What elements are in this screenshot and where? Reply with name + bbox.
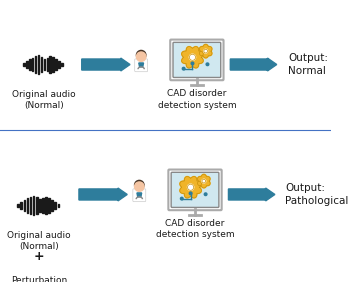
Bar — [41, 57, 42, 72]
FancyArrow shape — [230, 58, 277, 71]
Text: CAD disorder
detection system: CAD disorder detection system — [158, 89, 236, 109]
Polygon shape — [137, 193, 142, 197]
Circle shape — [182, 67, 185, 70]
Polygon shape — [180, 177, 201, 198]
Bar — [61, 63, 63, 66]
Circle shape — [135, 182, 144, 191]
FancyArrow shape — [82, 58, 130, 71]
FancyArrow shape — [79, 188, 127, 201]
Bar — [23, 200, 25, 211]
Bar — [58, 61, 60, 68]
Bar — [55, 59, 57, 70]
Circle shape — [189, 54, 195, 60]
Polygon shape — [182, 47, 203, 68]
FancyBboxPatch shape — [133, 189, 146, 202]
Circle shape — [188, 184, 194, 190]
Circle shape — [191, 62, 194, 65]
Circle shape — [180, 197, 183, 200]
Bar — [54, 202, 56, 209]
Circle shape — [202, 179, 206, 183]
Bar — [45, 197, 47, 214]
Circle shape — [204, 49, 208, 53]
FancyArrow shape — [229, 188, 275, 201]
Bar — [40, 263, 41, 270]
Bar — [48, 198, 50, 213]
FancyBboxPatch shape — [171, 172, 219, 208]
Bar — [42, 198, 44, 213]
Polygon shape — [198, 174, 210, 188]
Bar — [33, 196, 35, 215]
Circle shape — [189, 192, 192, 195]
Bar — [32, 58, 33, 71]
Circle shape — [136, 52, 146, 61]
Circle shape — [136, 50, 146, 60]
Bar — [35, 56, 36, 73]
Bar — [52, 57, 54, 72]
Bar — [36, 261, 37, 271]
Bar — [38, 261, 39, 272]
Bar — [21, 202, 22, 209]
Bar — [17, 204, 19, 207]
Circle shape — [206, 63, 209, 66]
Bar — [26, 61, 28, 68]
Bar — [35, 264, 36, 268]
Bar — [42, 264, 43, 269]
Text: Original audio
(Normal): Original audio (Normal) — [12, 90, 75, 111]
Bar — [49, 56, 51, 73]
Bar — [29, 60, 31, 70]
Bar — [36, 197, 37, 214]
Bar — [51, 200, 53, 211]
Polygon shape — [199, 44, 212, 58]
Polygon shape — [139, 63, 143, 67]
Text: Perturbation: Perturbation — [11, 276, 67, 282]
Text: +: + — [34, 250, 44, 263]
Circle shape — [204, 193, 207, 195]
FancyBboxPatch shape — [173, 42, 221, 78]
Bar — [27, 198, 28, 213]
Text: CAD disorder
detection system: CAD disorder detection system — [156, 219, 234, 239]
Text: Output:
Normal: Output: Normal — [288, 53, 328, 76]
Bar — [47, 58, 48, 71]
Bar — [44, 59, 45, 70]
Bar — [23, 63, 25, 66]
Text: Original audio
(Normal): Original audio (Normal) — [7, 231, 71, 252]
Bar — [30, 197, 31, 214]
Bar — [38, 55, 39, 74]
FancyBboxPatch shape — [135, 59, 148, 72]
Bar — [39, 199, 41, 212]
Text: Output:
Pathological: Output: Pathological — [285, 183, 349, 206]
Circle shape — [135, 180, 144, 190]
Bar — [58, 204, 59, 208]
